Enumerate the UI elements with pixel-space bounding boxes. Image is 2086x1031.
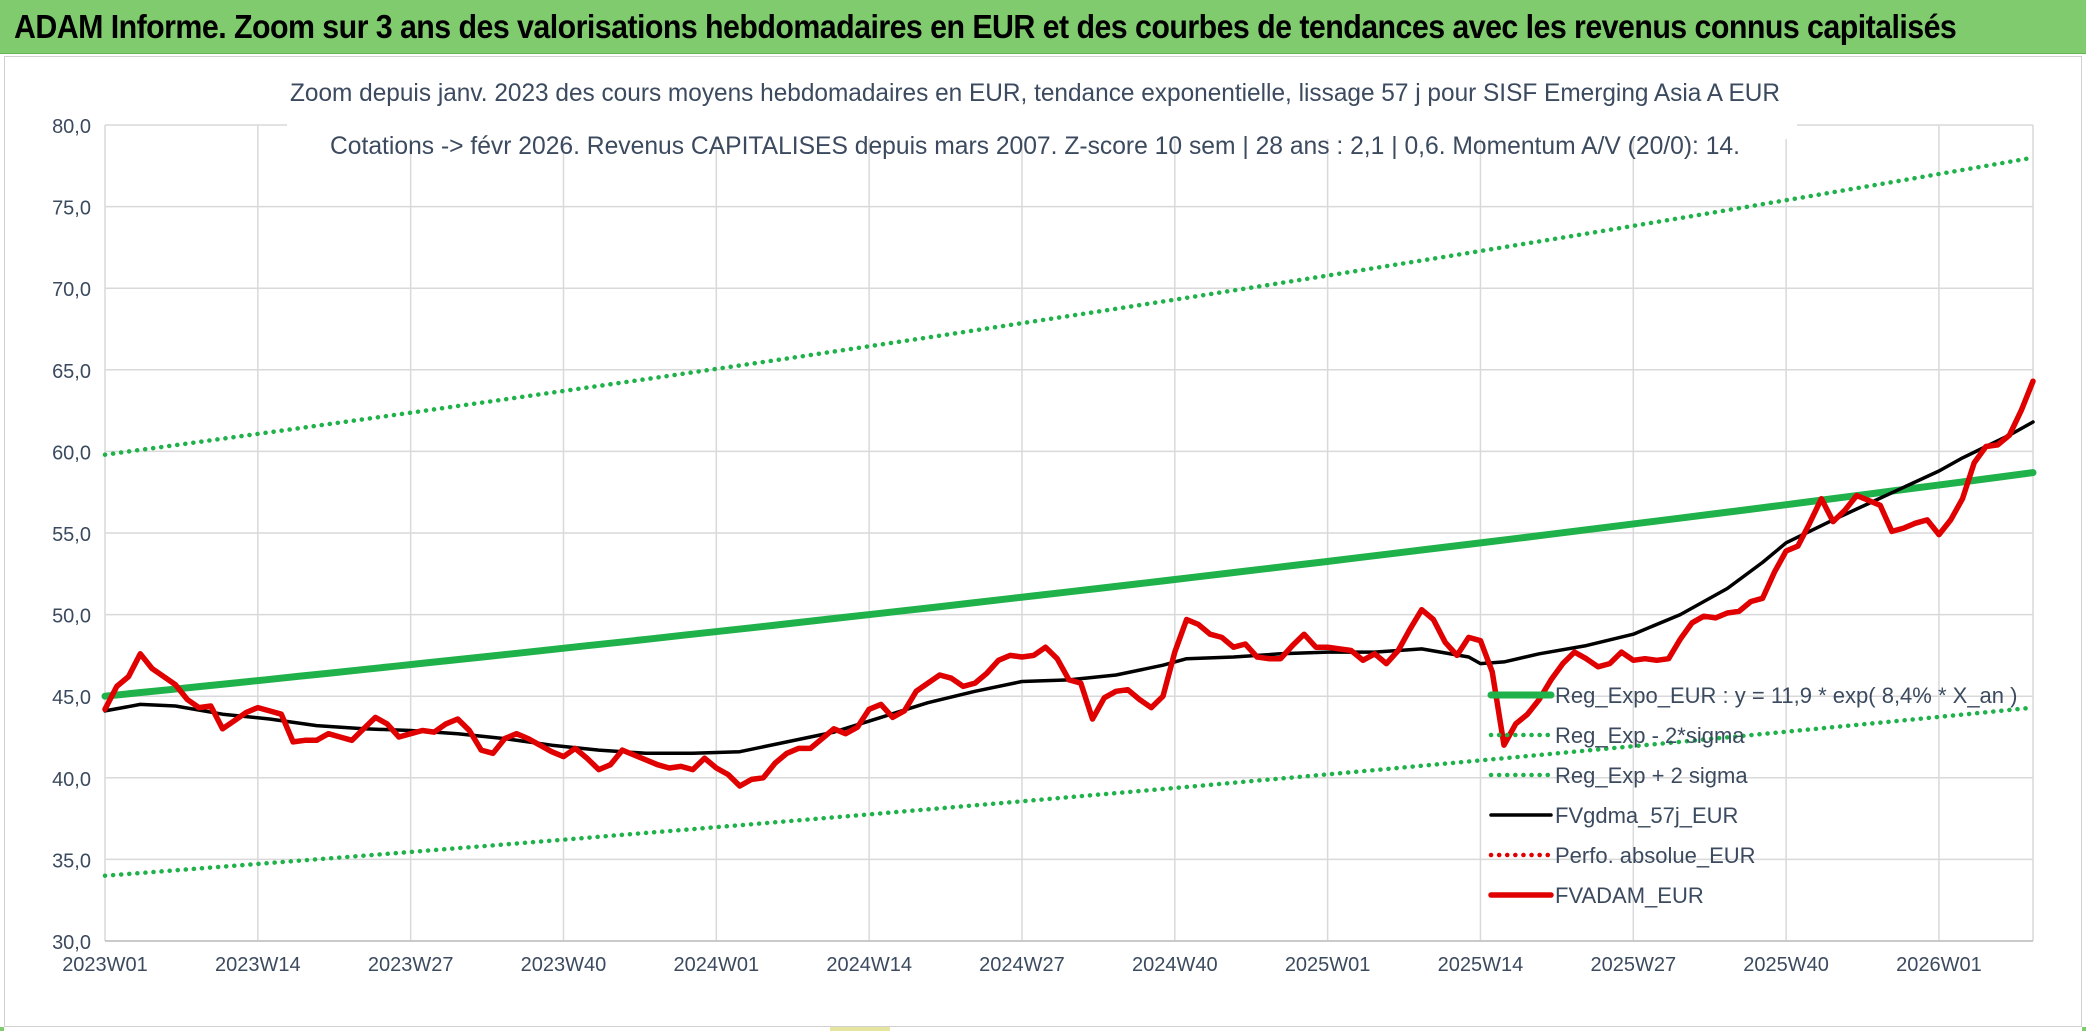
bottom-accent-right (2082, 1027, 2086, 1031)
series-lines (101, 155, 2037, 878)
bottom-accent-center (830, 1027, 890, 1031)
x-tick-label: 2025W27 (1590, 954, 1676, 976)
legend-label-reg-exp-2-sigma: Reg_Exp - 2*sigma (1555, 723, 1745, 748)
series-line-reg-expo-eur-y-11-9-exp-8-4-x-an (101, 469, 2037, 700)
x-tick-label: 2023W40 (521, 954, 607, 976)
x-tick-label: 2025W01 (1285, 954, 1371, 976)
chart-titles: Zoom depuis janv. 2023 des cours moyens … (287, 61, 1797, 160)
y-tick-label: 65,0 (52, 361, 91, 383)
series-line-reg-exp-2-sigma (102, 155, 2036, 457)
y-tick-label: 55,0 (52, 524, 91, 546)
report-banner: ADAM Informe. Zoom sur 3 ans des valoris… (0, 0, 2086, 54)
y-tick-label: 40,0 (52, 769, 91, 791)
x-tick-label: 2024W01 (674, 954, 760, 976)
x-tick-label: 2025W14 (1438, 954, 1524, 976)
legend-label-reg-expo-eur-y-11-9-exp-8-4-x-an: Reg_Expo_EUR : y = 11,9 * exp( 8,4% * X_… (1555, 683, 2017, 708)
x-tick-label: 2025W40 (1743, 954, 1829, 976)
y-tick-label: 35,0 (52, 850, 91, 872)
series-line-reg-exp-2-sigma (102, 705, 2036, 878)
series-line-fvadam-eur (102, 378, 2036, 789)
y-tick-label: 45,0 (52, 687, 91, 709)
title-backdrop (287, 61, 1797, 139)
axes: 30,0 35,0 40,0 45,0 50,0 55,0 60,0 65,0 70,0 75,0… (52, 116, 2033, 976)
y-tick-label: 30,0 (52, 932, 91, 954)
x-tick-label: 2023W01 (62, 954, 148, 976)
x-tick-label: 2024W14 (826, 954, 912, 976)
x-tick-label: 2026W01 (1896, 954, 1982, 976)
bottom-accent-left (0, 1027, 4, 1031)
chart-legend: Reg_Expo_EUR : y = 11,9 * exp( 8,4% * X_… (1487, 683, 2017, 908)
legend-label-perfo-absolue-eur: Perfo. absolue_EUR (1555, 843, 1756, 868)
y-tick-label: 75,0 (52, 198, 91, 220)
y-tick-label: 60,0 (52, 442, 91, 464)
y-tick-label: 80,0 (52, 116, 91, 138)
x-tick-label: 2024W27 (979, 954, 1065, 976)
legend-label-reg-exp-2-sigma: Reg_Exp + 2 sigma (1555, 763, 1748, 788)
chart-subtitle: Cotations -> févr 2026. Revenus CAPITALI… (330, 132, 1740, 160)
x-tick-label: 2023W27 (368, 954, 454, 976)
x-tick-label: 2024W40 (1132, 954, 1218, 976)
y-tick-label: 50,0 (52, 606, 91, 628)
gridlines (104, 124, 2034, 942)
y-tick-label: 70,0 (52, 279, 91, 301)
legend-label-fvadam-eur: FVADAM_EUR (1555, 883, 1704, 908)
line-chart: 30,0 35,0 40,0 45,0 50,0 55,0 60,0 65,0 70,0 75,0… (52, 61, 2037, 976)
report-title: ADAM Informe. Zoom sur 3 ans des valoris… (14, 8, 1957, 45)
chart-title: Zoom depuis janv. 2023 des cours moyens … (290, 79, 1780, 107)
x-tick-label: 2023W14 (215, 954, 301, 976)
legend-label-fvgdma-57j-eur: FVgdma_57j_EUR (1555, 803, 1738, 828)
chart-area: 30,0 35,0 40,0 45,0 50,0 55,0 60,0 65,0 70,0 75,0… (4, 56, 2082, 1027)
